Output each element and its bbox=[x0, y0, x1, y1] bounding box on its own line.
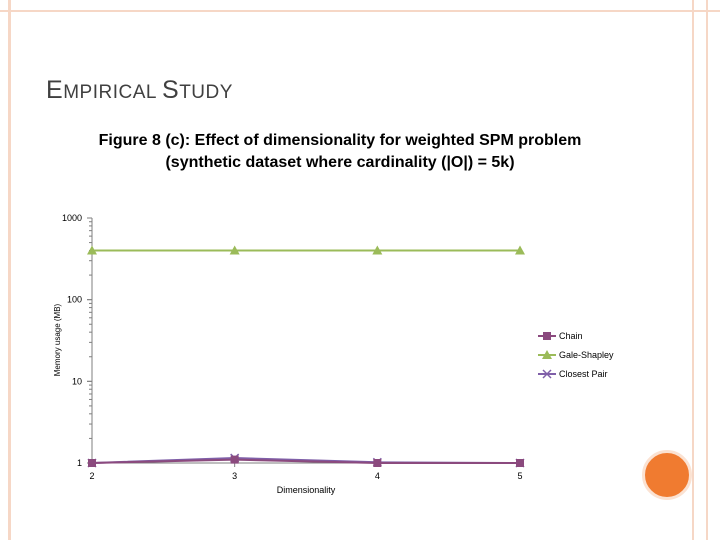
data-point bbox=[229, 245, 240, 255]
data-point bbox=[516, 459, 524, 467]
x-tick-label: 2 bbox=[89, 471, 94, 481]
y-tick-label: 1000 bbox=[62, 213, 82, 223]
x-axis-label: Dimensionality bbox=[277, 485, 336, 495]
slide-title: EMPIRICAL STUDY bbox=[46, 76, 233, 105]
data-point bbox=[373, 459, 382, 467]
frame-right-line bbox=[692, 0, 694, 540]
legend-marker bbox=[542, 350, 552, 359]
legend-label: Chain bbox=[559, 331, 583, 341]
y-tick-label: 100 bbox=[67, 295, 82, 305]
frame-top-line bbox=[0, 10, 720, 12]
title-cap-s: S bbox=[162, 76, 180, 104]
y-tick-label: 1 bbox=[77, 458, 82, 468]
legend-marker bbox=[543, 332, 551, 340]
legend-label: Closest Pair bbox=[559, 369, 608, 379]
data-point bbox=[230, 455, 239, 464]
series-line bbox=[91, 458, 520, 464]
frame-left-line bbox=[8, 0, 11, 540]
data-point bbox=[372, 245, 383, 255]
x-tick-label: 3 bbox=[232, 471, 237, 481]
decorative-circle bbox=[642, 450, 692, 500]
title-small-2: TUDY bbox=[179, 82, 233, 103]
x-tick-label: 5 bbox=[517, 471, 522, 481]
data-point bbox=[87, 245, 97, 255]
data-point bbox=[88, 459, 96, 467]
frame-right-line-2 bbox=[706, 0, 708, 540]
data-point bbox=[515, 245, 525, 255]
chart-title: Figure 8 (c): Effect of dimensionality f… bbox=[98, 132, 582, 171]
title-cap-e: E bbox=[46, 76, 64, 104]
legend-label: Gale-Shapley bbox=[559, 350, 614, 360]
y-tick-label: 10 bbox=[72, 376, 82, 386]
legend-marker bbox=[542, 369, 552, 379]
y-axis-label: Memory usage (MB) bbox=[53, 303, 62, 376]
title-small-1: MPIRICAL bbox=[63, 82, 163, 103]
x-tick-label: 4 bbox=[375, 471, 380, 481]
